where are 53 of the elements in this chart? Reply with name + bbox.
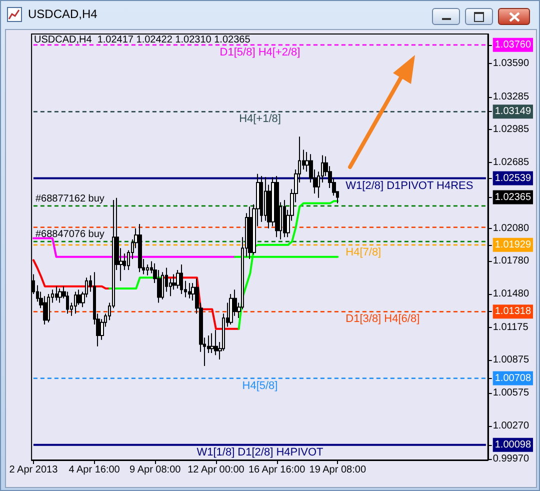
y-tick-label: 1.01318 bbox=[494, 306, 532, 318]
candlestick bbox=[43, 296, 47, 326]
y-tick-label: 1.01480 bbox=[492, 288, 530, 300]
y-tick-label: 1.02080 bbox=[492, 222, 530, 234]
annotation: #68877162 buy bbox=[35, 193, 104, 204]
y-tick-label: 0.99970 bbox=[492, 453, 530, 464]
candlestick bbox=[180, 264, 183, 294]
candlestick bbox=[275, 176, 279, 238]
y-tick-label: 1.01929 bbox=[494, 239, 532, 250]
chart-subtitle: USDCAD,H4 1.02417 1.02422 1.02310 1.02365 bbox=[34, 34, 251, 46]
ref-line-label: H4[5/8] bbox=[242, 380, 278, 392]
candlestick bbox=[138, 224, 142, 273]
chart-title: USDCAD,H4 bbox=[28, 7, 98, 21]
y-tick-label: 1.02685 bbox=[492, 156, 530, 168]
ref-line-label: W1[2/8] D1PIVOT H4RES bbox=[346, 180, 474, 192]
candlestick bbox=[260, 176, 263, 222]
annotation: #68847076 buy bbox=[35, 229, 104, 240]
ref-line-label: H4[7/8] bbox=[346, 246, 382, 258]
y-tick-label: 1.02365 bbox=[494, 192, 532, 203]
y-tick-label: 1.02985 bbox=[492, 124, 530, 136]
candlestick bbox=[248, 206, 252, 260]
y-tick-label: 1.01175 bbox=[492, 322, 529, 333]
candlestick bbox=[283, 200, 286, 238]
candlestick bbox=[55, 286, 58, 302]
y-tick-label: 1.00875 bbox=[492, 354, 530, 366]
y-tick-label: 1.00098 bbox=[494, 439, 532, 450]
candlestick bbox=[229, 293, 233, 326]
y-tick-label: 1.00575 bbox=[492, 387, 530, 398]
x-tick-label: 12 Apr 00:00 bbox=[188, 464, 245, 476]
x-tick-label: 4 Apr 16:00 bbox=[68, 464, 120, 476]
y-tick-label: 1.01780 bbox=[492, 256, 530, 267]
candlestick bbox=[188, 282, 191, 299]
y-tick-label: 1.02539 bbox=[494, 172, 532, 184]
candlestick bbox=[161, 272, 164, 300]
y-tick-label: 1.03285 bbox=[492, 91, 530, 102]
y-tick-label: 1.00270 bbox=[492, 420, 530, 432]
ref-line-label: W1[1/8] D1[2/8] H4PIVOT bbox=[196, 446, 324, 458]
candlestick bbox=[47, 293, 50, 323]
x-tick-label: 9 Apr 08:00 bbox=[130, 464, 182, 476]
x-tick-label: 19 Apr 08:00 bbox=[309, 464, 366, 476]
y-tick-label: 1.03760 bbox=[494, 39, 532, 50]
y-tick-label: 1.03149 bbox=[494, 106, 532, 118]
candlestick bbox=[74, 291, 77, 314]
y-tick-label: 1.00708 bbox=[494, 372, 532, 384]
ref-line-label: D1[5/8] H4[+2/8] bbox=[220, 46, 300, 58]
ref-line-label: H4[+1/8] bbox=[239, 113, 281, 126]
ref-line-label: D1[3/8] H4[6/8] bbox=[346, 313, 420, 326]
candlestick bbox=[214, 330, 218, 356]
x-tick-label: 16 Apr 16:00 bbox=[248, 464, 306, 476]
candlestick bbox=[58, 288, 62, 304]
y-tick-label: 1.03590 bbox=[492, 58, 530, 69]
x-tick-label: 2 Apr 2013 bbox=[9, 464, 58, 476]
candlestick bbox=[210, 332, 214, 354]
